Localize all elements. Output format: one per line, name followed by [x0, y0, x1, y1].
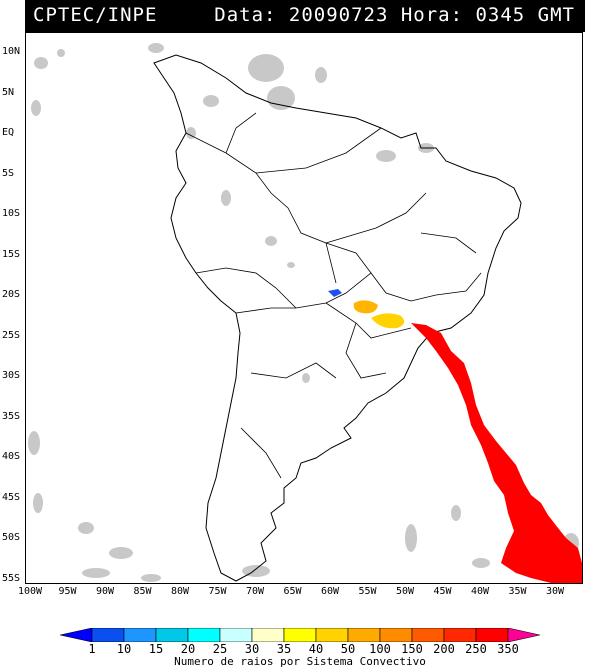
latitude-label: 10N: [2, 46, 21, 57]
colorbar-tick-label: 10: [116, 642, 132, 656]
latitude-label: 50S: [2, 532, 21, 543]
latitude-label: 30S: [2, 370, 21, 381]
longitude-label: 40W: [470, 586, 490, 597]
colorbar-cell: [443, 628, 477, 642]
longitude-label: 70W: [245, 586, 265, 597]
colorbar-tick-label: 35: [276, 642, 292, 656]
longitude-label: 35W: [508, 586, 527, 597]
colorbar-tick-label: 20: [180, 642, 196, 656]
country-borders: [185, 112, 482, 479]
latitude-label: 20S: [2, 289, 21, 300]
colorbar-cell: [347, 628, 381, 642]
longitude-label: 30W: [545, 586, 565, 597]
latitude-label: 55S: [2, 572, 21, 584]
latitude-label: 35S: [2, 410, 21, 422]
colorbar-cell: [155, 628, 189, 642]
colorbar-cell: [411, 628, 445, 642]
colorbar-cell: [251, 628, 285, 642]
colorbar-cell: [123, 628, 157, 642]
latitude-label: 25S: [2, 329, 21, 341]
lightning-cell-red: [411, 323, 582, 583]
colorbar-cell: [475, 628, 509, 642]
colorbar-tick-label: 50: [340, 642, 356, 656]
colorbar-tick-label: 40: [308, 642, 324, 656]
colorbar-cell: [187, 628, 221, 642]
colorbar-tick-label: 25: [212, 642, 228, 656]
source-label: CPTEC/INPE: [33, 4, 158, 26]
lightning-cell-yellow: [371, 313, 405, 329]
timestamp-label: Data: 20090723 Hora: 0345 GMT: [214, 4, 575, 26]
map-frame: [25, 32, 583, 584]
colorbar-title: Numero de raios por Sistema Convectivo: [174, 655, 426, 668]
map-canvas: [28, 43, 582, 583]
longitude-label: 75W: [208, 586, 227, 597]
colorbar-cell: [507, 628, 540, 642]
colorbar-tick-label: 1: [88, 642, 96, 656]
colorbar-cell: [91, 628, 125, 642]
title-bar: CPTEC/INPE Data: 20090723 Hora: 0345 GMT: [25, 0, 585, 32]
colorbar-tick-label: 150: [401, 642, 423, 656]
longitude-label: 100W: [17, 586, 43, 597]
lightning-cell-orange: [353, 300, 378, 314]
latitude-label: 5N: [2, 86, 15, 98]
colorbar-cell: [379, 628, 413, 642]
cloud-patches: [28, 43, 579, 582]
colorbar-tick-label: 30: [244, 642, 260, 656]
longitude-label: 55W: [358, 586, 377, 597]
latitude-label: 45S: [2, 491, 21, 503]
latitude-label: 40S: [2, 451, 21, 462]
longitude-label: 65W: [283, 586, 302, 597]
longitude-label: 50W: [395, 586, 415, 597]
longitude-label: 90W: [95, 586, 115, 597]
latitude-label: EQ: [2, 127, 15, 138]
longitude-label: 45W: [433, 586, 452, 597]
latitude-label: 10S: [2, 208, 21, 219]
colorbar-cell: [283, 628, 317, 642]
colorbar-tick-label: 200: [433, 642, 455, 656]
continent-outline: [153, 54, 522, 582]
colorbar-tick-label: 350: [497, 642, 519, 656]
latitude-label: 15S: [2, 248, 21, 260]
colorbar-tick-label: 100: [369, 642, 391, 656]
colorbar-tick-label: 250: [465, 642, 487, 656]
lightning-cell-blue: [328, 289, 342, 297]
longitude-label: 95W: [58, 586, 77, 597]
colorbar-cell: [60, 628, 93, 642]
colorbar: [60, 628, 540, 642]
colorbar-cell: [219, 628, 253, 642]
colorbar-cell: [315, 628, 349, 642]
longitude-label: 85W: [133, 586, 152, 597]
longitude-label: 80W: [170, 586, 190, 597]
longitude-label: 60W: [320, 586, 340, 597]
latitude-label: 5S: [2, 167, 15, 179]
colorbar-tick-label: 15: [148, 642, 164, 656]
